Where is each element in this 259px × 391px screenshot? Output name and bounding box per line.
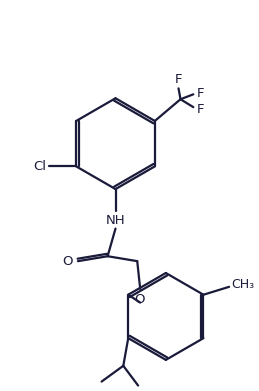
Text: F: F — [175, 74, 182, 86]
Text: O: O — [63, 255, 73, 268]
Text: F: F — [196, 87, 204, 100]
Text: Cl: Cl — [34, 160, 47, 173]
Text: F: F — [196, 102, 204, 116]
Text: CH₃: CH₃ — [231, 278, 254, 291]
Text: O: O — [134, 293, 145, 306]
Text: NH: NH — [106, 214, 125, 227]
